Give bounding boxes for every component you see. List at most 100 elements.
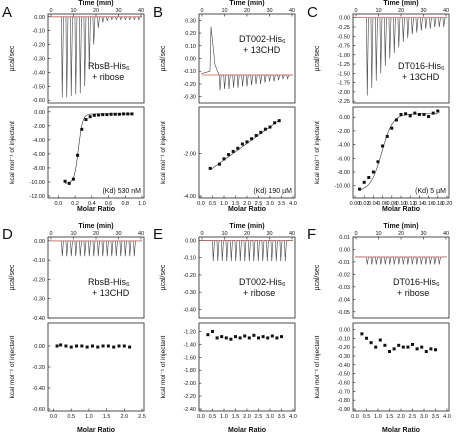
isotherm-point bbox=[222, 157, 226, 161]
power-tick-label: 0.00 bbox=[34, 15, 45, 21]
ratio-tick-label: 4.0 bbox=[289, 201, 297, 207]
isotherm-point bbox=[234, 335, 237, 339]
time-tick-label: 10 bbox=[70, 8, 76, 14]
enthalpy-tick-label: -2.00 bbox=[183, 381, 196, 387]
ratio-tick-label: 0.5 bbox=[209, 414, 217, 420]
enthalpy-tick-label: -2.00 bbox=[337, 129, 350, 135]
isotherm-point bbox=[401, 345, 405, 349]
isotherm-point bbox=[64, 344, 68, 348]
isotherm-point bbox=[59, 343, 63, 347]
enthalpy-tick-label: -4.00 bbox=[183, 194, 196, 200]
isotherm-point bbox=[252, 333, 256, 337]
power-tick-label: -0.20 bbox=[183, 273, 196, 279]
enthalpy-tick-label: -6.00 bbox=[32, 152, 45, 158]
time-tick-label: 30 bbox=[115, 8, 121, 14]
enthalpy-axis-label: kcal mol⁻¹ of injectant bbox=[9, 335, 16, 398]
panel-letter: B bbox=[153, 4, 163, 21]
power-tick-label: 0.00 bbox=[339, 247, 350, 253]
kd-label: (Kd) 190 µM bbox=[253, 188, 292, 195]
isotherm-point bbox=[88, 115, 92, 119]
isotherm-point bbox=[415, 347, 419, 351]
ratio-axis-label: Molar Ratio bbox=[382, 206, 420, 213]
power-tick-label: 0.10 bbox=[185, 44, 196, 50]
isotherm-point bbox=[128, 345, 132, 349]
kd-label: (Kd) 530 nM bbox=[102, 188, 141, 195]
power-tick-label: -0.03 bbox=[337, 285, 350, 291]
isotherm-point bbox=[367, 176, 371, 180]
isotherm-point bbox=[254, 134, 258, 138]
ratio-tick-label: 1.5 bbox=[232, 201, 240, 207]
panel-letter: E bbox=[153, 226, 163, 243]
ratio-tick-label: 1.5 bbox=[232, 414, 240, 420]
enthalpy-tick-label: -2.40 bbox=[183, 407, 196, 413]
enthalpy-tick-label: -0.60 bbox=[32, 407, 45, 413]
power-tick-label: 0.00 bbox=[185, 57, 196, 63]
power-tick-label: -0.20 bbox=[183, 82, 196, 88]
isotherm-point bbox=[257, 336, 260, 340]
isotherm-point bbox=[67, 181, 71, 185]
time-tick-label: 10 bbox=[375, 8, 381, 14]
ratio-tick-label: 3.5 bbox=[278, 414, 286, 420]
panel-letter: D bbox=[2, 226, 13, 243]
enthalpy-tick-label: -10.00 bbox=[334, 184, 350, 190]
ratio-tick-label: 2.5 bbox=[138, 414, 146, 420]
power-tick-label: -0.50 bbox=[32, 84, 45, 90]
isotherm-point bbox=[392, 347, 396, 351]
isotherm-frame bbox=[352, 106, 450, 199]
ratio-tick-label: 0.08 bbox=[386, 201, 397, 207]
power-tick-label: -1.50 bbox=[337, 71, 350, 77]
ratio-tick-label: 2.5 bbox=[255, 201, 263, 207]
isotherm-point bbox=[101, 113, 105, 117]
isotherm-point bbox=[358, 187, 362, 191]
power-tick-label: -0.40 bbox=[183, 307, 196, 313]
ratio-tick-label: 0.5 bbox=[67, 414, 75, 420]
isotherm-point bbox=[266, 336, 270, 340]
ratio-tick-label: 0.20 bbox=[442, 201, 453, 207]
time-tick-label: 30 bbox=[115, 231, 121, 237]
enthalpy-tick-label: -0.40 bbox=[32, 386, 45, 392]
isotherm-point bbox=[417, 112, 421, 116]
power-tick-label: -0.02 bbox=[337, 272, 350, 278]
isotherm-point bbox=[69, 345, 73, 349]
power-tick-label: -0.10 bbox=[32, 258, 45, 264]
enthalpy-tick-label: -0.40 bbox=[337, 363, 350, 369]
isotherm-point bbox=[113, 112, 117, 116]
time-tick-label: 0 bbox=[354, 231, 357, 237]
power-tick-label: 0.00 bbox=[34, 239, 45, 245]
ratio-tick-label: 0.6 bbox=[105, 201, 113, 207]
isotherm-point bbox=[92, 113, 96, 117]
isotherm-point bbox=[383, 343, 387, 347]
isotherm-point bbox=[80, 344, 84, 348]
isotherm-point bbox=[208, 166, 212, 170]
thermogram-frame bbox=[47, 13, 145, 104]
power-tick-label: -0.60 bbox=[32, 98, 45, 104]
ratio-tick-label: 1.0 bbox=[138, 201, 146, 207]
ratio-tick-label: 1.5 bbox=[386, 414, 394, 420]
isotherm-point bbox=[117, 112, 121, 116]
ratio-tick-label: 2.5 bbox=[255, 414, 263, 420]
ratio-tick-label: 0.02 bbox=[359, 201, 370, 207]
ratio-tick-label: 0.06 bbox=[377, 201, 388, 207]
sample-label: DT016-His₆ bbox=[393, 277, 440, 287]
time-tick-label: 40 bbox=[138, 231, 144, 237]
power-tick-label: 0.20 bbox=[185, 31, 196, 37]
isotherm-point bbox=[211, 329, 214, 333]
ratio-tick-label: 0.5 bbox=[363, 414, 371, 420]
time-tick-label: 10 bbox=[375, 231, 381, 237]
time-axis-label: Time (min) bbox=[78, 223, 113, 230]
power-axis-label: µcal/sec bbox=[160, 264, 167, 290]
sample-label: DT002-His₆ bbox=[239, 277, 286, 287]
power-tick-label: 0.30 bbox=[185, 18, 196, 24]
enthalpy-tick-label: -1.80 bbox=[183, 368, 196, 374]
panel-letter: C bbox=[307, 4, 318, 21]
isotherm-point bbox=[413, 111, 417, 115]
enthalpy-tick-label: -1.20 bbox=[183, 329, 196, 335]
ratio-tick-label: 2.0 bbox=[243, 201, 251, 207]
power-tick-label: -0.04 bbox=[337, 297, 350, 303]
isotherm-point bbox=[106, 344, 110, 348]
isotherm-point bbox=[215, 336, 219, 340]
ratio-tick-label: 3.0 bbox=[420, 414, 428, 420]
isotherm-point bbox=[422, 112, 426, 116]
time-tick-label: 0 bbox=[49, 231, 52, 237]
isotherm-point bbox=[75, 344, 79, 348]
